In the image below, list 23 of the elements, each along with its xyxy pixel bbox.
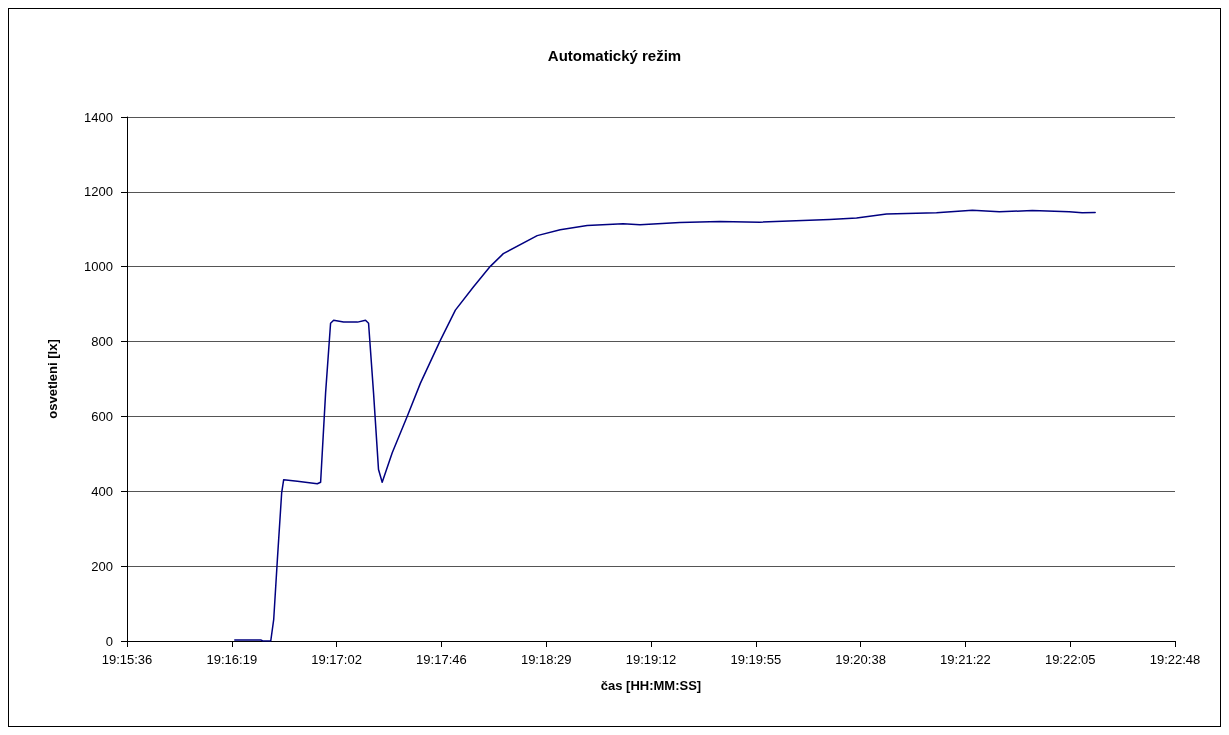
x-tick-label: 19:17:46 bbox=[416, 652, 467, 667]
y-tick-label: 600 bbox=[91, 408, 113, 424]
line-series bbox=[234, 209, 1096, 642]
y-tick-label: 1000 bbox=[84, 259, 113, 275]
x-tick-label: 19:22:05 bbox=[1044, 652, 1096, 667]
x-axis-title: čas [HH:MM:SS] bbox=[600, 678, 702, 693]
y-tick-label: 200 bbox=[91, 558, 113, 574]
x-tick-label: 19:16:19 bbox=[206, 652, 258, 667]
y-tick-label: 1200 bbox=[84, 184, 113, 200]
y-axis-title: osvetleni [lx] bbox=[45, 339, 60, 419]
x-tick-label: 19:19:55 bbox=[730, 652, 782, 667]
x-tick-label: 19:21:22 bbox=[940, 652, 991, 667]
x-tick-label: 19:22:48 bbox=[1149, 652, 1201, 667]
y-tick-label: 400 bbox=[91, 483, 113, 499]
y-tick-label: 1400 bbox=[84, 109, 113, 125]
x-tick-label: 19:17:02 bbox=[311, 652, 362, 667]
chart-title: Automatický režim bbox=[547, 47, 682, 64]
y-tick-label: 800 bbox=[91, 334, 113, 350]
x-tick-label: 19:18:29 bbox=[520, 652, 572, 667]
x-tick-label: 19:20:38 bbox=[835, 652, 886, 667]
x-tick-label: 19:15:36 bbox=[101, 652, 153, 667]
y-tick-label: 0 bbox=[105, 633, 113, 649]
x-tick-label: 19:19:12 bbox=[625, 652, 677, 667]
